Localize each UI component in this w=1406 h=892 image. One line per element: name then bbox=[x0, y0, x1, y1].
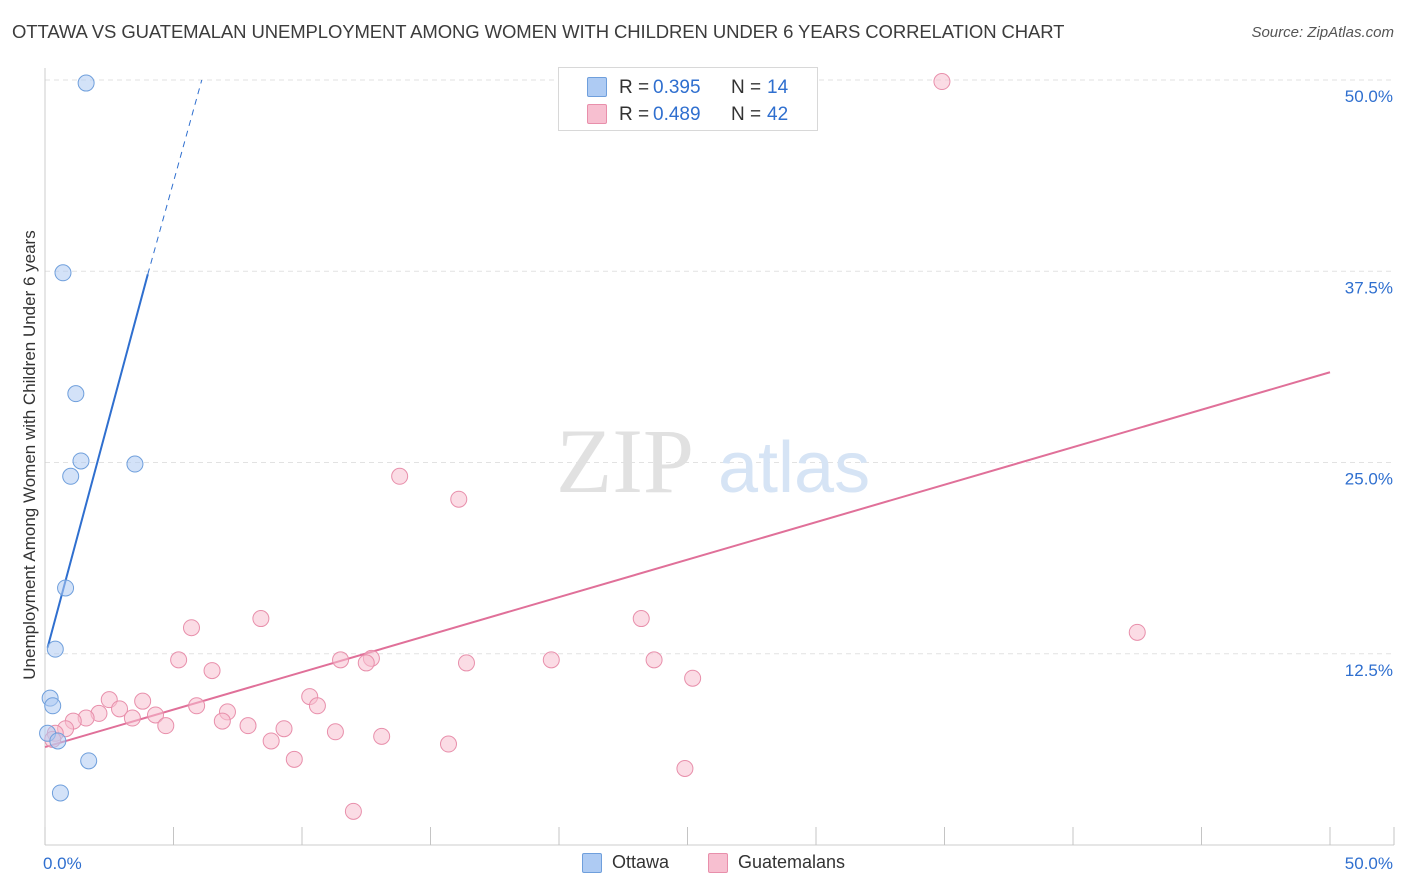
data-point-ottawa bbox=[77, 74, 95, 92]
legend-r-label: R = bbox=[619, 77, 650, 98]
data-point-guatemalans bbox=[170, 651, 188, 669]
data-point-guatemalans bbox=[203, 662, 221, 680]
data-point-guatemalans bbox=[134, 692, 152, 710]
y-axis-label: Unemployment Among Women with Children U… bbox=[20, 230, 39, 680]
axes bbox=[44, 68, 1395, 846]
data-point-guatemalans bbox=[182, 619, 200, 637]
trend-line-guatemalans bbox=[44, 371, 1331, 749]
data-point-guatemalans bbox=[262, 732, 280, 750]
data-point-guatemalans bbox=[645, 651, 663, 669]
bottom-legend-swatch-ottawa bbox=[582, 853, 602, 873]
legend-r-value: 0.395 bbox=[653, 77, 701, 98]
legend-r-label: R = bbox=[619, 104, 650, 125]
bottom-legend-swatch-guatemalans bbox=[708, 853, 728, 873]
data-point-ottawa bbox=[126, 455, 144, 473]
data-point-ottawa bbox=[80, 752, 98, 770]
data-points bbox=[39, 73, 1146, 820]
data-point-ottawa bbox=[44, 697, 62, 715]
bottom-legend-label-ottawa: Ottawa bbox=[612, 852, 670, 872]
data-point-guatemalans bbox=[676, 760, 694, 777]
x-tick-label: 0.0% bbox=[43, 854, 82, 873]
watermark-atlas: atlas bbox=[718, 428, 870, 508]
data-point-ottawa bbox=[72, 452, 90, 470]
watermark-zip: ZIP bbox=[556, 410, 694, 512]
data-point-guatemalans bbox=[344, 802, 362, 820]
data-point-guatemalans bbox=[285, 750, 303, 768]
data-point-guatemalans bbox=[1128, 623, 1146, 641]
data-point-guatemalans bbox=[542, 651, 560, 669]
data-point-guatemalans bbox=[332, 651, 350, 669]
data-point-guatemalans bbox=[326, 723, 344, 741]
data-point-ottawa bbox=[57, 579, 75, 597]
data-point-guatemalans bbox=[439, 735, 457, 753]
bottom-legend-label-guatemalans: Guatemalans bbox=[738, 852, 846, 872]
data-point-guatemalans bbox=[632, 610, 650, 628]
legend-n-label: N = bbox=[731, 104, 762, 125]
data-point-guatemalans bbox=[123, 709, 141, 727]
data-point-guatemalans bbox=[275, 720, 293, 738]
legend-swatch-guatemalans bbox=[587, 104, 607, 124]
data-point-ottawa bbox=[54, 264, 72, 282]
data-point-guatemalans bbox=[188, 697, 206, 715]
legend-n-value: 42 bbox=[767, 104, 789, 125]
data-point-guatemalans bbox=[457, 654, 475, 672]
data-point-guatemalans bbox=[252, 610, 270, 628]
data-point-guatemalans bbox=[147, 706, 165, 724]
chart-title: OTTAWA VS GUATEMALAN UNEMPLOYMENT AMONG … bbox=[12, 21, 1065, 42]
tick-labels: 12.5% 25.0% 37.5% 50.0% 0.0% 50.0% bbox=[43, 87, 1393, 873]
data-point-guatemalans bbox=[684, 669, 702, 687]
legend-swatch-ottawa bbox=[587, 77, 607, 97]
data-point-guatemalans bbox=[239, 717, 257, 735]
y-tick-label: 37.5% bbox=[1345, 278, 1393, 297]
data-point-guatemalans bbox=[213, 712, 231, 730]
legend-n-label: N = bbox=[731, 77, 762, 98]
data-point-ottawa bbox=[46, 640, 64, 658]
legend: R = 0.395 N = 14 R = 0.489 N = 42 bbox=[558, 67, 818, 131]
source-label: Source: ZipAtlas.com bbox=[1251, 24, 1394, 41]
legend-n-value: 14 bbox=[767, 77, 789, 98]
y-tick-label: 25.0% bbox=[1345, 470, 1393, 489]
data-point-guatemalans bbox=[157, 717, 175, 735]
data-point-ottawa bbox=[62, 467, 80, 485]
data-point-ottawa bbox=[49, 732, 67, 750]
x-tick-label: 50.0% bbox=[1345, 854, 1393, 873]
y-tick-label: 12.5% bbox=[1345, 661, 1393, 680]
data-point-guatemalans bbox=[450, 490, 468, 508]
y-tick-label: 50.0% bbox=[1345, 87, 1393, 106]
data-point-guatemalans bbox=[391, 467, 409, 485]
trend-line-extension-ottawa bbox=[147, 79, 203, 275]
gridlines bbox=[45, 79, 1394, 655]
data-point-guatemalans bbox=[111, 700, 129, 718]
data-point-guatemalans bbox=[357, 654, 375, 672]
legend-r-value: 0.489 bbox=[653, 104, 701, 125]
data-point-ottawa bbox=[51, 784, 69, 802]
data-point-ottawa bbox=[67, 385, 85, 403]
data-point-guatemalans bbox=[373, 727, 391, 745]
data-point-guatemalans bbox=[308, 697, 326, 715]
watermark: ZIP atlas bbox=[556, 410, 870, 512]
data-point-guatemalans bbox=[933, 73, 951, 91]
